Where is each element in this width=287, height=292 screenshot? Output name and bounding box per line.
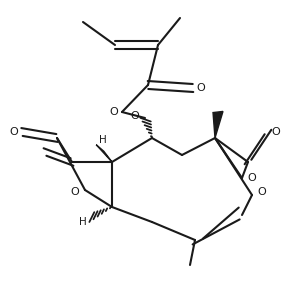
Text: O: O xyxy=(10,127,18,137)
Text: O: O xyxy=(197,83,205,93)
Text: O: O xyxy=(110,107,118,117)
Text: H: H xyxy=(79,217,87,227)
Polygon shape xyxy=(213,112,223,138)
Text: O: O xyxy=(71,187,79,197)
Text: O: O xyxy=(248,173,256,183)
Text: O: O xyxy=(272,127,280,137)
Text: O: O xyxy=(258,187,266,197)
Polygon shape xyxy=(96,145,112,162)
Text: O: O xyxy=(131,111,139,121)
Text: H: H xyxy=(99,135,107,145)
